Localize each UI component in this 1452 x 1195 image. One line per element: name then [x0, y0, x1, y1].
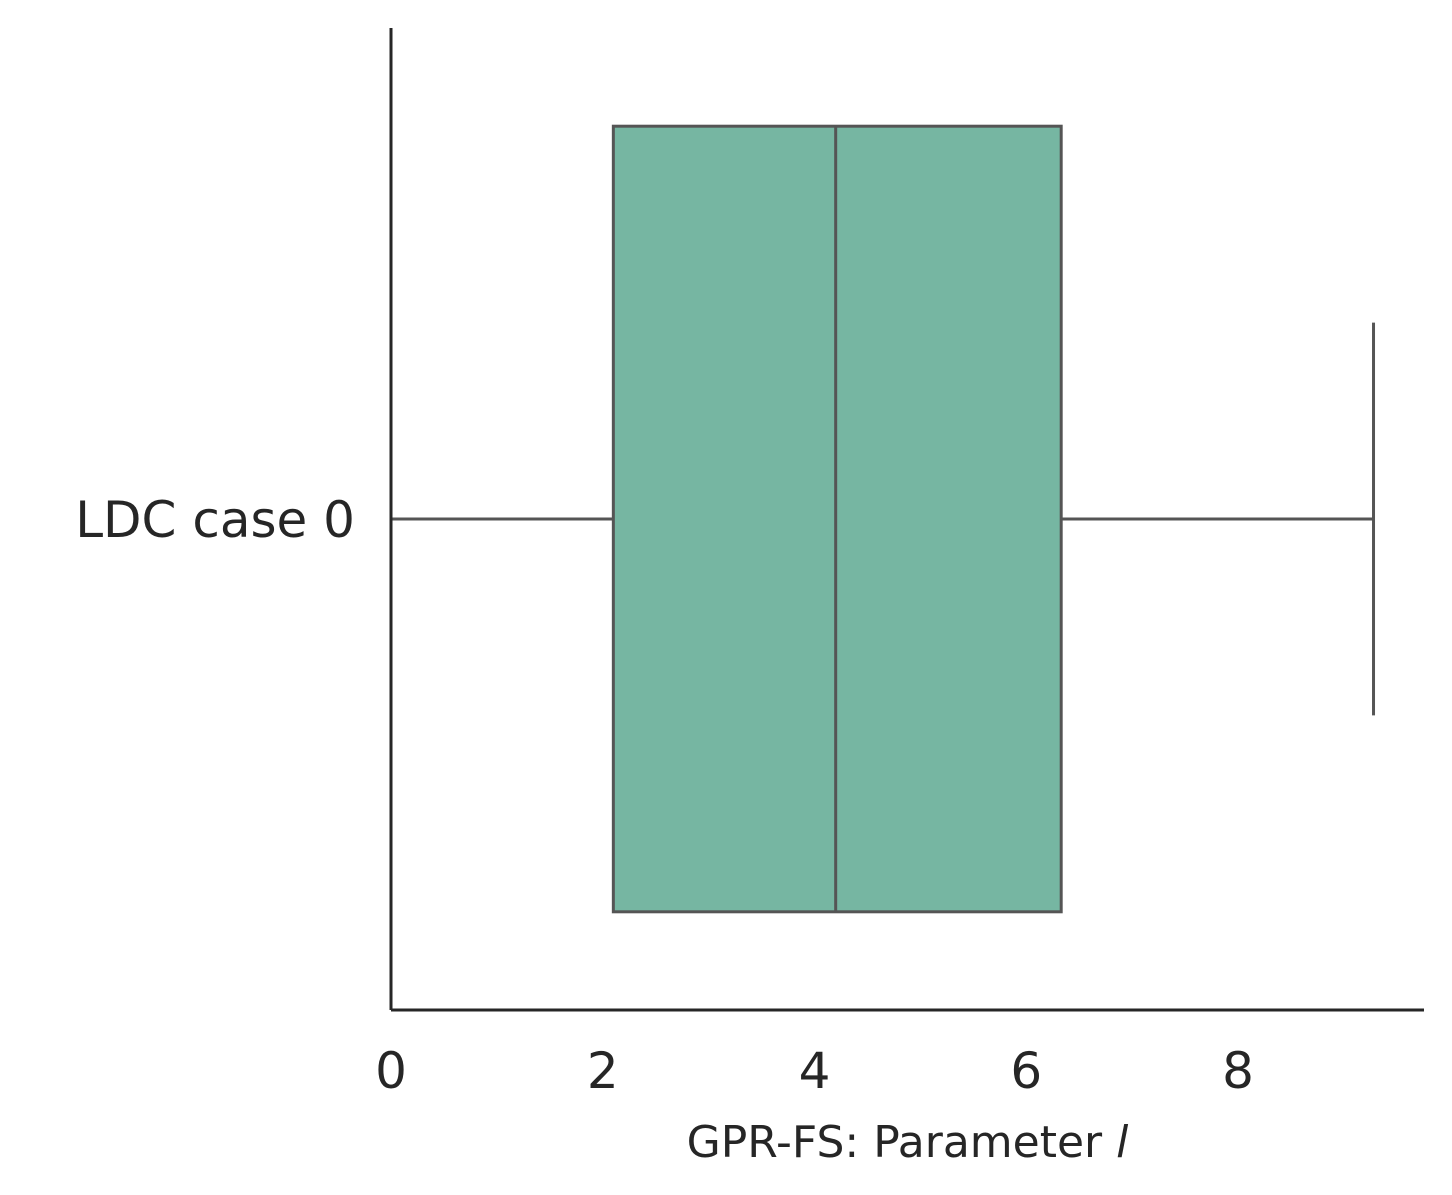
x-tick-label: 6 — [1010, 1042, 1042, 1100]
x-tick-label: 0 — [375, 1042, 407, 1100]
plot-area — [389, 124, 1376, 914]
x-tick-label: 8 — [1222, 1042, 1254, 1100]
y-tick-labels: LDC case 0 — [75, 491, 355, 549]
x-axis-title-prefix: GPR-FS: Parameter — [687, 1117, 1116, 1168]
interquartile-box — [611, 124, 1063, 914]
box-group — [389, 124, 1376, 914]
x-axis-title-symbol: l — [1116, 1117, 1129, 1168]
x-tick-labels: 0 2 4 6 8 — [375, 1042, 1254, 1100]
x-tick-label: 2 — [587, 1042, 619, 1100]
x-tick-label: 4 — [799, 1042, 831, 1100]
x-axis-title: GPR-FS: Parameter l — [687, 1117, 1129, 1168]
y-tick-label: LDC case 0 — [75, 491, 355, 549]
axes — [389, 28, 1424, 1012]
